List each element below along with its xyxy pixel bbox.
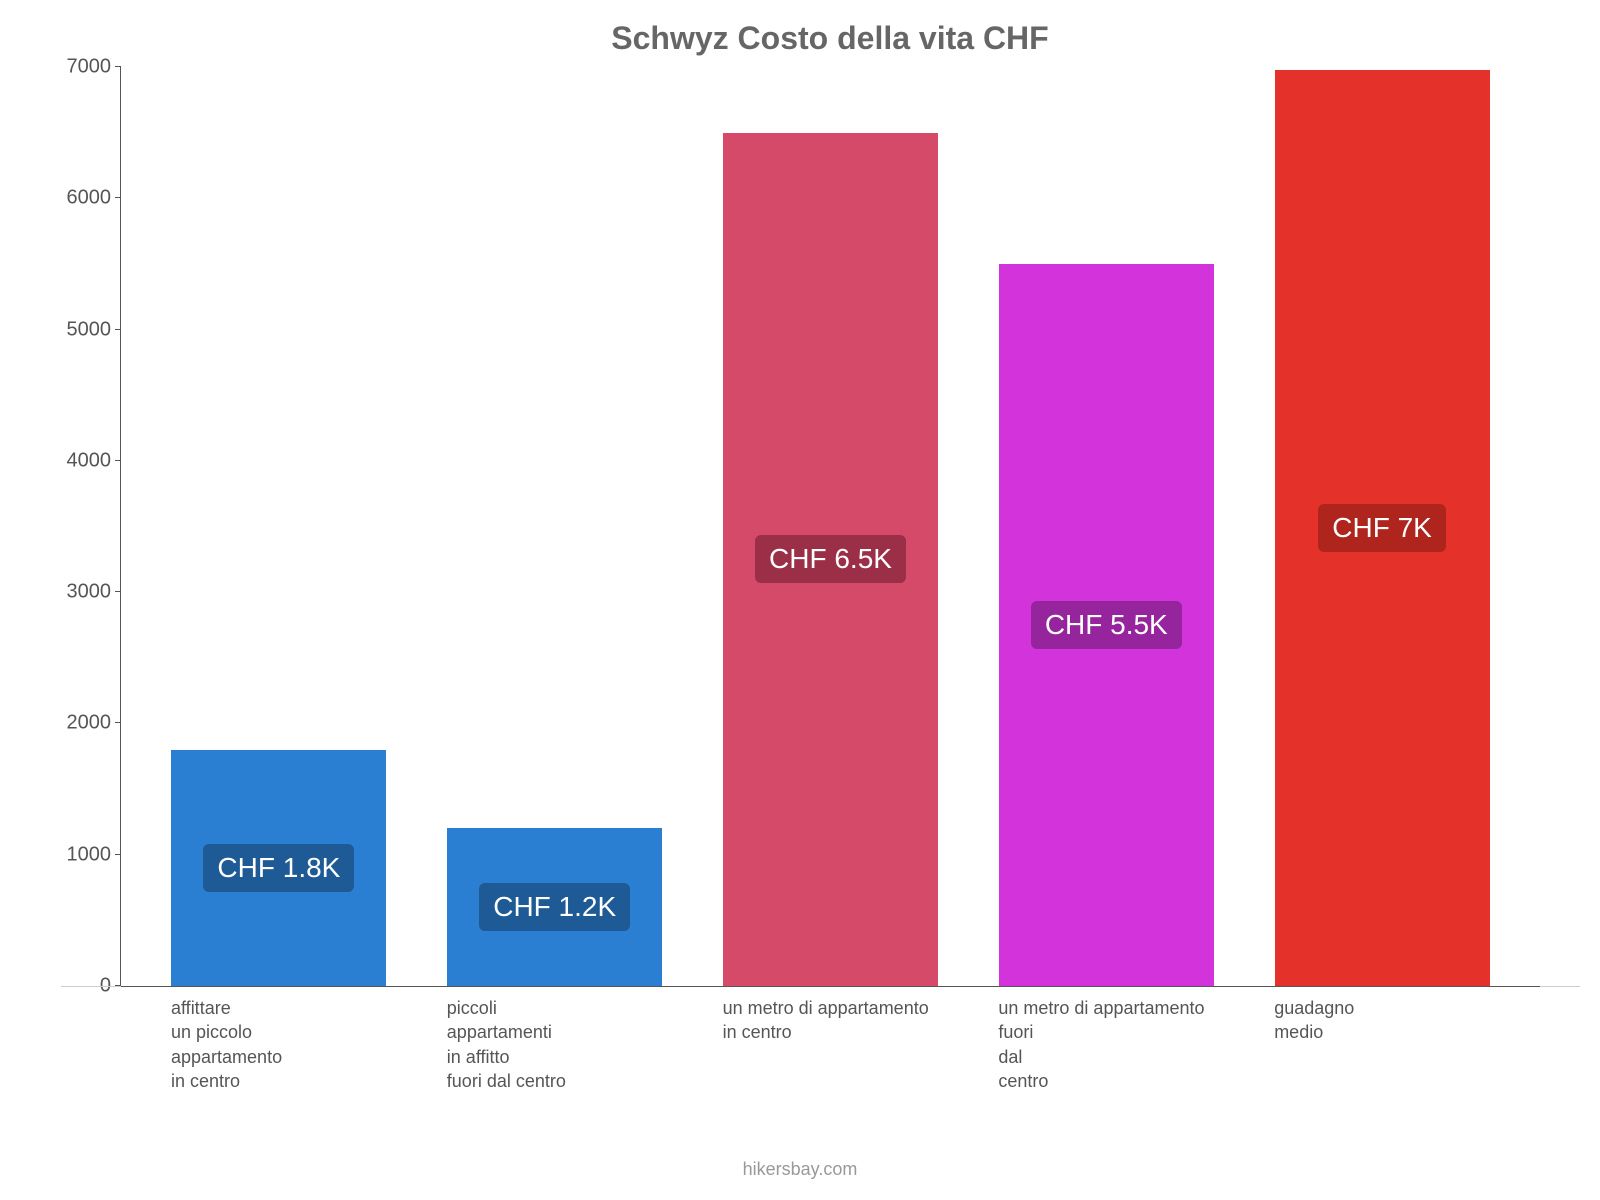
bar-value-label: CHF 6.5K: [755, 535, 906, 583]
bar: CHF 6.5K: [723, 133, 938, 986]
x-category-label: un metro di appartamentoin centro: [693, 996, 969, 1093]
y-tick-label: 1000: [67, 843, 122, 866]
bar-slot: CHF 6.5K: [693, 67, 969, 986]
bar: CHF 1.2K: [447, 828, 662, 986]
x-category-label: piccoliappartamentiin affittofuori dal c…: [417, 996, 693, 1093]
plot-area: 01000200030004000500060007000 CHF 1.8KCH…: [120, 67, 1540, 987]
x-category-label: un metro di appartamentofuoridalcentro: [968, 996, 1244, 1093]
baseline-extension-left: [61, 986, 121, 987]
bar-value-label: CHF 1.8K: [203, 844, 354, 892]
x-labels: affittareun piccoloappartamentoin centro…: [121, 986, 1540, 1093]
chart-container: Schwyz Costo della vita CHF 010002000300…: [0, 0, 1600, 1200]
y-tick-label: 3000: [67, 581, 122, 604]
bar-value-label: CHF 7K: [1318, 504, 1446, 552]
y-tick-label: 7000: [67, 56, 122, 79]
bars-wrap: CHF 1.8K CHF 1.2K CHF 6.5K CHF 5.5K CHF 7K: [121, 67, 1540, 986]
bar: CHF 5.5K: [999, 264, 1214, 986]
bar-value-label: CHF 1.2K: [479, 883, 630, 931]
y-tick-label: 4000: [67, 449, 122, 472]
bar-value-label: CHF 5.5K: [1031, 601, 1182, 649]
x-category-label: guadagnomedio: [1244, 996, 1520, 1093]
bar: CHF 1.8K: [171, 750, 386, 986]
y-tick-label: 2000: [67, 712, 122, 735]
bar-slot: CHF 7K: [1244, 67, 1520, 986]
chart-title: Schwyz Costo della vita CHF: [100, 20, 1560, 57]
bar-slot: CHF 5.5K: [968, 67, 1244, 986]
bar-slot: CHF 1.2K: [417, 67, 693, 986]
y-tick-label: 6000: [67, 187, 122, 210]
x-category-label: affittareun piccoloappartamentoin centro: [141, 996, 417, 1093]
chart-footer: hikersbay.com: [0, 1159, 1600, 1180]
bar-slot: CHF 1.8K: [141, 67, 417, 986]
bar: CHF 7K: [1275, 70, 1490, 986]
y-tick-label: 5000: [67, 318, 122, 341]
baseline-extension-right: [1540, 986, 1580, 987]
